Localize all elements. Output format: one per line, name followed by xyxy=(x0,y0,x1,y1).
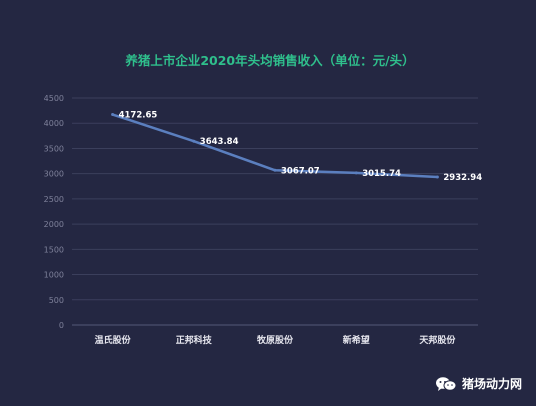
data-label: 4172.65 xyxy=(119,111,158,121)
data-point xyxy=(354,171,358,175)
data-labels: 4172.65 3643.84 3067.07 3015.74 2932.94 xyxy=(111,111,482,183)
y-tick-label: 1000 xyxy=(44,271,64,280)
x-category-label: 温氏股份 xyxy=(95,334,132,346)
data-point xyxy=(111,113,115,117)
y-tick-label: 3500 xyxy=(44,144,64,153)
grid-layer xyxy=(72,97,478,326)
watermark-text: 猪场动力网 xyxy=(461,377,522,391)
data-label: 2932.94 xyxy=(443,173,482,183)
y-tick-label: 2500 xyxy=(44,195,64,204)
y-tick-label: 3000 xyxy=(44,170,64,179)
data-label: 3643.84 xyxy=(200,137,239,147)
y-tick-label: 0 xyxy=(59,321,64,330)
watermark: 猪场动力网 xyxy=(435,375,522,392)
y-tick-label: 2000 xyxy=(44,220,64,229)
x-axis-categories: 温氏股份 正邦科技 牧原股份 新希望 天邦股份 xyxy=(95,334,457,346)
x-category-label: 牧原股份 xyxy=(257,334,294,346)
x-category-label: 天邦股份 xyxy=(419,334,456,346)
y-tick-label: 1500 xyxy=(44,245,64,254)
data-label: 3067.07 xyxy=(281,166,320,176)
x-category-label: 新希望 xyxy=(343,334,370,346)
y-tick-label: 4500 xyxy=(44,94,64,103)
chart-title: 养猪上市企业2020年头均销售收入（单位：元/头） xyxy=(124,53,414,68)
data-point xyxy=(435,175,439,179)
y-tick-label: 500 xyxy=(49,296,64,305)
wechat-icon xyxy=(435,376,457,392)
y-axis-ticks: 0 500 1000 1500 2000 2500 3000 3500 4000 4500 xyxy=(44,94,64,330)
data-point xyxy=(192,139,196,143)
data-label: 3015.74 xyxy=(362,169,401,179)
series-line xyxy=(112,113,438,179)
y-tick-label: 4000 xyxy=(44,119,64,128)
data-point xyxy=(273,168,277,172)
x-category-label: 正邦科技 xyxy=(176,334,213,346)
